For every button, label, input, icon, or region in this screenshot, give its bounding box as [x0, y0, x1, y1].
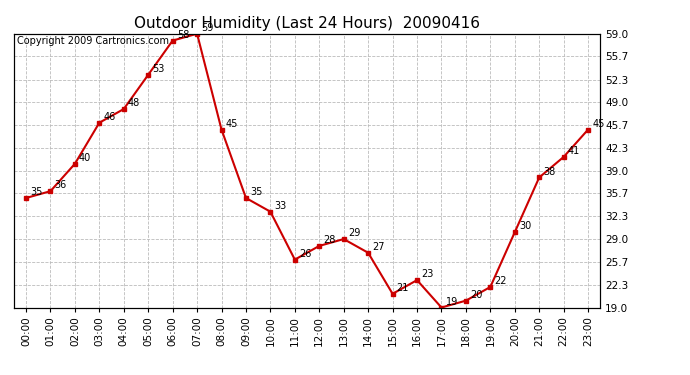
Text: 22: 22: [495, 276, 507, 286]
Text: 29: 29: [348, 228, 360, 238]
Text: 20: 20: [470, 290, 482, 300]
Text: 53: 53: [152, 64, 165, 74]
Text: 35: 35: [250, 187, 262, 197]
Text: 26: 26: [299, 249, 311, 259]
Text: 19: 19: [446, 297, 458, 307]
Text: 28: 28: [324, 235, 336, 245]
Text: 58: 58: [177, 30, 189, 40]
Text: 30: 30: [519, 222, 531, 231]
Text: 45: 45: [226, 119, 238, 129]
Text: 45: 45: [592, 119, 604, 129]
Text: 35: 35: [30, 187, 43, 197]
Title: Outdoor Humidity (Last 24 Hours)  20090416: Outdoor Humidity (Last 24 Hours) 2009041…: [134, 16, 480, 31]
Text: 36: 36: [55, 180, 67, 190]
Text: 27: 27: [373, 242, 385, 252]
Text: 48: 48: [128, 98, 140, 108]
Text: 33: 33: [275, 201, 287, 211]
Text: 23: 23: [421, 269, 433, 279]
Text: 38: 38: [543, 167, 555, 177]
Text: 59: 59: [201, 23, 214, 33]
Text: 41: 41: [568, 146, 580, 156]
Text: 46: 46: [104, 112, 116, 122]
Text: 21: 21: [397, 283, 409, 293]
Text: Copyright 2009 Cartronics.com: Copyright 2009 Cartronics.com: [17, 36, 169, 46]
Text: 40: 40: [79, 153, 91, 163]
